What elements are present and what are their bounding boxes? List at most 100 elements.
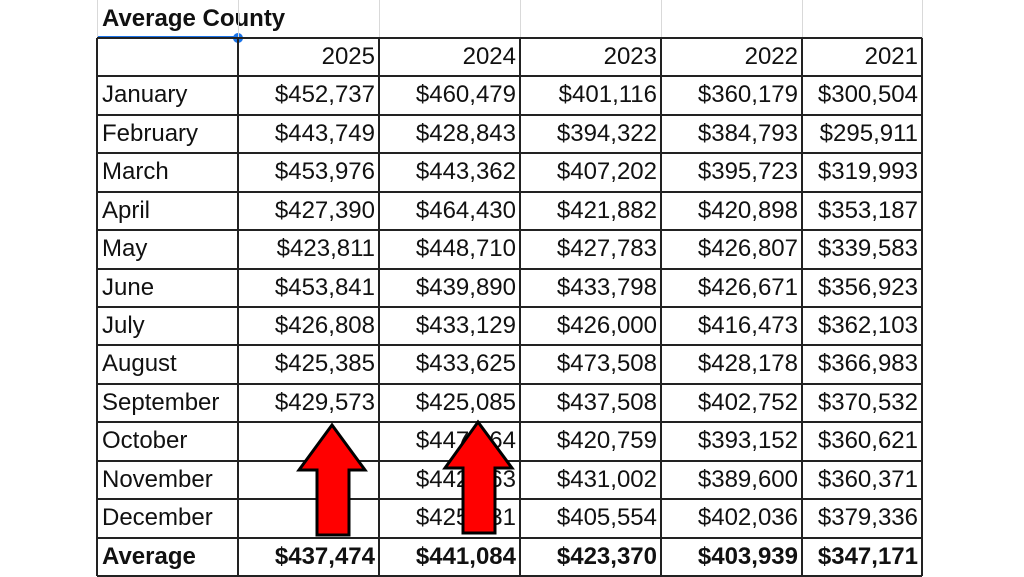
column-header[interactable]: 2023 — [603, 43, 657, 70]
value-cell[interactable]: $427,783 — [556, 235, 657, 263]
average-cell[interactable]: $441,084 — [415, 542, 516, 570]
value-cell[interactable]: $360,621 — [817, 427, 918, 455]
value-cell[interactable]: $389,600 — [697, 465, 798, 493]
value-cell[interactable]: $339,583 — [817, 235, 918, 263]
average-cell[interactable]: $403,939 — [697, 542, 798, 570]
value-cell[interactable]: $420,898 — [697, 196, 798, 224]
row-label[interactable]: January — [102, 81, 188, 109]
column-border — [660, 38, 662, 576]
row-border — [97, 536, 922, 539]
value-cell[interactable]: $452,737 — [274, 81, 375, 109]
column-header[interactable]: 2024 — [462, 43, 516, 70]
value-cell[interactable]: $300,504 — [817, 81, 918, 109]
value-cell[interactable]: $366,983 — [817, 350, 918, 378]
value-cell[interactable]: $453,976 — [274, 158, 375, 186]
row-label[interactable]: March — [102, 158, 169, 186]
value-cell[interactable]: $421,882 — [556, 196, 657, 224]
average-cell[interactable]: $423,370 — [556, 542, 657, 570]
grid-line — [97, 0, 98, 38]
value-cell[interactable]: $448,710 — [415, 235, 516, 263]
row-label[interactable]: December — [102, 504, 213, 532]
row-border — [97, 267, 922, 270]
row-label[interactable]: May — [102, 235, 148, 263]
value-cell[interactable]: $319,993 — [817, 158, 918, 186]
value-cell[interactable]: $439,890 — [415, 273, 516, 301]
value-cell[interactable]: $433,129 — [415, 312, 516, 339]
row-label[interactable]: November — [102, 465, 213, 493]
value-cell[interactable]: $401,116 — [558, 81, 657, 109]
value-cell[interactable]: $356,923 — [817, 273, 918, 301]
row-border — [97, 190, 922, 193]
row-border — [97, 421, 922, 424]
value-cell[interactable]: $295,911 — [819, 119, 918, 147]
value-cell[interactable]: $464,430 — [415, 196, 516, 224]
grid-line — [520, 0, 521, 38]
row-border — [97, 306, 922, 308]
value-cell[interactable]: $402,036 — [697, 504, 798, 532]
value-cell[interactable]: $427,390 — [274, 196, 375, 224]
value-cell[interactable]: $360,179 — [697, 81, 798, 109]
value-cell[interactable]: $370,532 — [817, 388, 918, 416]
row-border — [97, 113, 922, 116]
value-cell[interactable]: $362,103 — [817, 312, 918, 339]
grid-line — [238, 0, 239, 38]
row-label[interactable]: June — [102, 273, 155, 301]
value-cell[interactable]: $453,841 — [274, 273, 375, 301]
row-label[interactable]: July — [102, 312, 145, 339]
column-header[interactable]: 2025 — [321, 43, 375, 70]
value-cell[interactable]: $460,479 — [415, 81, 516, 109]
value-cell[interactable]: $426,000 — [556, 312, 657, 339]
value-cell[interactable]: $426,807 — [697, 235, 798, 263]
row-label[interactable]: August — [102, 350, 177, 378]
value-cell[interactable]: $393,152 — [697, 427, 798, 455]
value-cell[interactable]: $443,749 — [274, 119, 375, 147]
column-header[interactable]: 2021 — [864, 43, 918, 70]
value-cell[interactable]: $425,085 — [415, 388, 516, 416]
value-cell[interactable]: $473,508 — [556, 350, 657, 378]
value-cell[interactable]: $429,573 — [274, 388, 375, 416]
value-cell[interactable]: $433,625 — [415, 350, 516, 378]
sheet-title[interactable]: Average County — [102, 5, 286, 32]
column-header[interactable]: 2022 — [744, 43, 798, 70]
average-cell[interactable]: $437,474 — [274, 542, 375, 570]
value-cell[interactable]: $353,187 — [817, 196, 918, 224]
row-label[interactable]: February — [102, 119, 199, 147]
value-cell[interactable]: $384,793 — [697, 119, 798, 147]
value-cell[interactable]: $360,371 — [817, 465, 918, 493]
value-cell[interactable]: $443,362 — [415, 158, 516, 186]
value-cell[interactable]: $426,671 — [697, 273, 798, 301]
column-border — [237, 38, 239, 576]
value-cell[interactable]: $428,843 — [415, 119, 516, 147]
value-cell[interactable]: $420,759 — [556, 427, 657, 455]
value-cell[interactable]: $405,554 — [556, 504, 657, 532]
value-cell[interactable]: $431,002 — [556, 465, 657, 493]
row-border — [97, 498, 922, 501]
value-cell[interactable]: $433,798 — [556, 273, 657, 301]
value-cell[interactable]: $426,808 — [274, 312, 375, 339]
value-cell[interactable]: $428,178 — [697, 350, 798, 378]
row-border — [97, 75, 922, 78]
row-label[interactable]: April — [102, 196, 151, 224]
value-cell[interactable]: $423,811 — [276, 235, 375, 263]
row-border — [97, 37, 922, 39]
column-border — [519, 38, 521, 576]
value-cell[interactable]: $402,752 — [697, 388, 798, 416]
column-border — [801, 38, 803, 576]
value-cell[interactable]: $437,508 — [556, 388, 657, 416]
value-cell[interactable]: $416,473 — [697, 312, 798, 339]
value-cell[interactable]: $395,723 — [697, 158, 798, 186]
row-border — [97, 229, 922, 232]
value-cell[interactable]: $407,202 — [556, 158, 657, 186]
row-label[interactable]: September — [102, 388, 220, 416]
value-cell[interactable]: $425,385 — [274, 350, 375, 378]
value-cell[interactable]: $379,336 — [817, 504, 918, 532]
average-cell[interactable]: $347,171 — [817, 542, 918, 570]
average-label[interactable]: Average — [102, 542, 196, 570]
value-cell[interactable]: $394,322 — [556, 119, 657, 147]
column-border — [378, 38, 380, 576]
row-border — [97, 459, 922, 462]
row-label[interactable]: October — [102, 427, 188, 455]
